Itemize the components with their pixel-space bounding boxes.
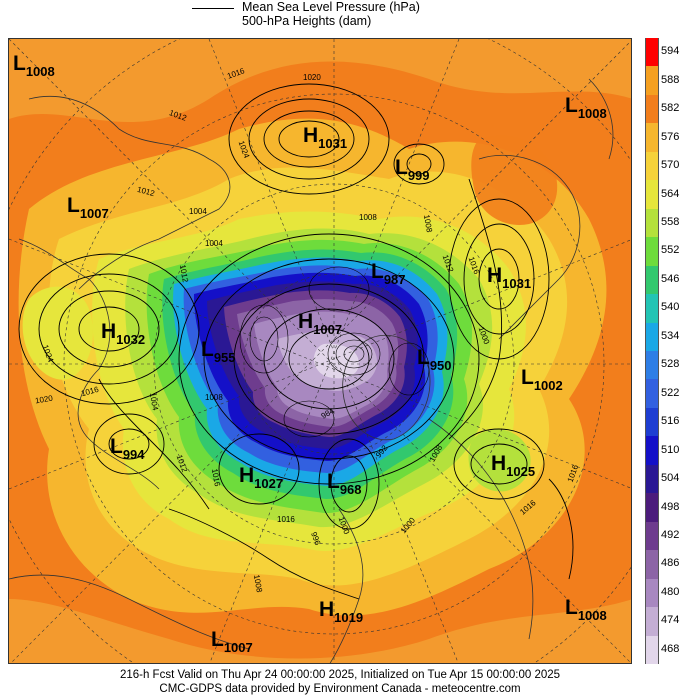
- colorbar-segment: [645, 351, 659, 380]
- colorbar-tick-label: 522: [661, 386, 680, 399]
- pressure-system-low: L1007: [211, 628, 253, 655]
- colorbar-tick-label: 540: [661, 301, 680, 314]
- pressure-system-high: H1019: [319, 598, 364, 625]
- isobar-label: 1008: [205, 393, 223, 402]
- colorbar-tick-label: 558: [661, 215, 680, 228]
- isobar-label: 1008: [359, 213, 377, 222]
- isobar-label: 1020: [303, 73, 321, 82]
- legend-line-swatch: [192, 8, 234, 9]
- coastline-alaska: [478, 154, 581, 340]
- pressure-system-low: L1008: [565, 94, 607, 121]
- height-band-468: [313, 343, 359, 379]
- legend-mslp-label: Mean Sea Level Pressure (hPa): [242, 0, 420, 14]
- pressure-system-low: L950: [417, 346, 452, 373]
- colorbar-segment: [645, 151, 659, 181]
- colorbar-segment: [645, 521, 659, 551]
- coastline-na: [428, 418, 534, 640]
- colorbar-segment: [645, 607, 659, 637]
- colorbar-segment: [645, 94, 659, 124]
- coastline-east: [588, 78, 614, 160]
- legend-header: Mean Sea Level Pressure (hPa) 500-hPa He…: [0, 0, 680, 38]
- legend-heights-label: 500-hPa Heights (dam): [242, 14, 372, 28]
- height-band-582-ne: [471, 135, 558, 225]
- coastline-asia: [28, 95, 231, 290]
- colorbar-tick-label: 468: [661, 642, 680, 655]
- colorbar-tick-label: 504: [661, 472, 680, 485]
- isobars: [18, 83, 574, 600]
- colorbar-tick-label: 486: [661, 557, 680, 570]
- colorbar-tick-label: 528: [661, 358, 680, 371]
- colorbar-segment: [645, 208, 659, 238]
- colorbar-segment: [645, 379, 659, 409]
- height-field: [9, 61, 631, 659]
- map-footer: 216-h Fcst Valid on Thu Apr 24 00:00:00 …: [0, 668, 680, 696]
- pressure-system-low: L1008: [565, 596, 607, 623]
- colorbar-tick-label: 498: [661, 500, 680, 513]
- pressure-system-low: L1007: [67, 194, 109, 221]
- isobar-label: 1016: [277, 515, 295, 524]
- height-band-564-sw: [22, 286, 93, 380]
- colorbar-tick-label: 594: [661, 45, 680, 58]
- colorbar-segment: [645, 635, 659, 665]
- graticule: [9, 39, 631, 663]
- forecast-valid-text: 216-h Fcst Valid on Thu Apr 24 00:00:00 …: [119, 669, 561, 681]
- colorbar-tick-label: 474: [661, 614, 680, 627]
- colorbar-segment: [645, 237, 659, 267]
- pressure-system-low: L968: [327, 470, 362, 497]
- pressure-system-high: H1027: [239, 464, 284, 491]
- colorbar-tick-label: 546: [661, 272, 680, 285]
- pressure-system-high: H1032: [101, 320, 146, 347]
- colorbar-segment: [645, 265, 659, 295]
- data-credit-text: CMC-GDPS data provided by Environment Ca…: [159, 683, 521, 695]
- pressure-system-low: L955: [201, 338, 236, 365]
- polar-map: L1008 H1031 L999 L1008 L1007 H1031 H1032…: [8, 38, 632, 664]
- pressure-system-low: L1008: [13, 52, 55, 79]
- colorbar-segment: [645, 493, 659, 523]
- colorbar-segment: [645, 464, 659, 494]
- map-canvas: [9, 39, 631, 663]
- coastline-greenland: [342, 335, 431, 441]
- colorbar-tick-label: 480: [661, 585, 680, 598]
- pressure-system-low: L1002: [521, 366, 563, 393]
- colorbar-tick-label: 516: [661, 415, 680, 428]
- colorbar-tick-label: 492: [661, 528, 680, 541]
- colorbar-tick-label: 510: [661, 443, 680, 456]
- coastline-europe: [18, 238, 160, 490]
- colorbar-segment: [645, 436, 659, 466]
- height-colorbar: [645, 38, 659, 665]
- colorbar-segment: [645, 38, 659, 67]
- colorbar-segment: [645, 294, 659, 324]
- pressure-system-high: H1031: [487, 264, 532, 291]
- colorbar-segment: [645, 407, 659, 437]
- colorbar-tick-label: 552: [661, 244, 680, 257]
- pressure-system-high: H1025: [491, 452, 536, 479]
- colorbar-segment: [645, 180, 659, 210]
- isobars-dense: [239, 266, 430, 438]
- colorbar-segment: [645, 66, 659, 96]
- colorbar-segment: [645, 550, 659, 580]
- coastline-south: [9, 574, 250, 650]
- colorbar-tick-label: 534: [661, 329, 680, 342]
- colorbar-tick-label: 576: [661, 130, 680, 143]
- pressure-system-low: L999: [395, 156, 430, 183]
- colorbar-tick-label: 588: [661, 73, 680, 86]
- pressure-system-high: H1031: [303, 124, 348, 151]
- pressure-system-low: L994: [110, 435, 145, 462]
- pressure-system-low: L987: [371, 260, 406, 287]
- colorbar-segment: [645, 123, 659, 153]
- colorbar-tick-label: 570: [661, 159, 680, 172]
- colorbar-tick-label: 564: [661, 187, 680, 200]
- pressure-system-high: H1007: [298, 310, 343, 337]
- colorbar-segment: [645, 578, 659, 608]
- height-band-558-se: [468, 429, 531, 492]
- colorbar-tick-label: 582: [661, 102, 680, 115]
- isobar-label: 1004: [205, 239, 223, 248]
- colorbar-segment: [645, 322, 659, 352]
- isobar-label: 1004: [189, 207, 207, 216]
